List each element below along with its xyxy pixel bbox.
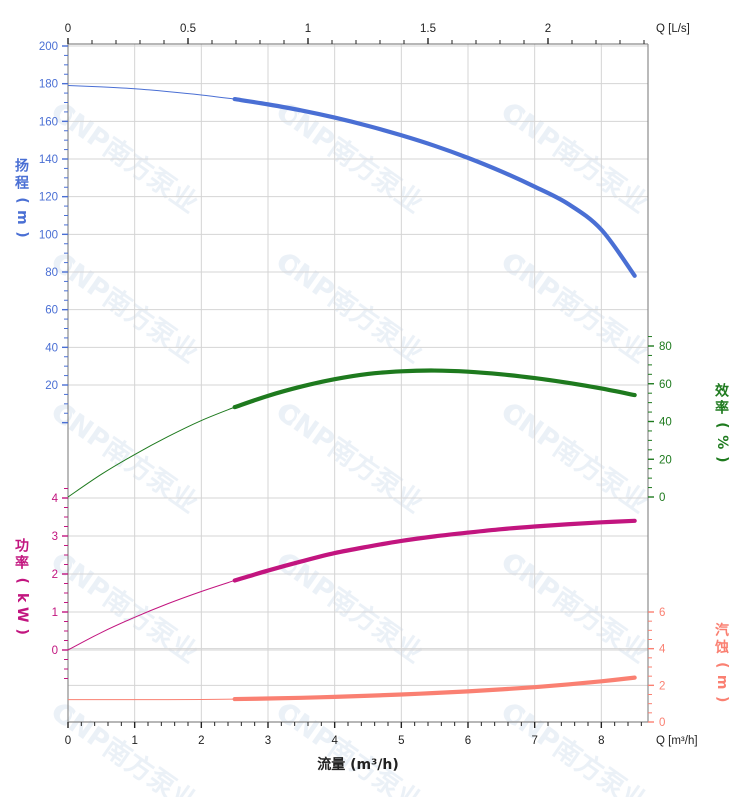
svg-text:60: 60: [45, 305, 58, 317]
svg-text:程: 程: [15, 175, 29, 191]
svg-text:80: 80: [659, 341, 672, 353]
svg-text:率: 率: [715, 399, 729, 416]
svg-text:100: 100: [39, 229, 58, 241]
svg-text:m: m: [714, 675, 730, 690]
svg-text:2: 2: [198, 735, 204, 747]
series-3: [68, 675, 637, 702]
svg-text:4: 4: [331, 735, 338, 747]
svg-text:(: (: [14, 577, 30, 583]
svg-text:2: 2: [52, 569, 58, 581]
svg-text:60: 60: [659, 379, 672, 391]
axes-layer: [67, 43, 649, 723]
series-0: [68, 85, 637, 278]
grid-layer: [67, 44, 648, 722]
svg-text:): ): [714, 456, 730, 462]
svg-text:): ): [714, 696, 730, 702]
svg-text:): ): [14, 628, 30, 634]
svg-text:): ): [14, 231, 30, 237]
series-2: [68, 518, 637, 651]
svg-text:140: 140: [39, 154, 58, 166]
svg-text:Q [m³/h]: Q [m³/h]: [656, 735, 698, 747]
svg-text:蚀: 蚀: [714, 639, 729, 656]
svg-text:0: 0: [659, 717, 665, 729]
svg-text:2: 2: [545, 23, 551, 35]
svg-text:W: W: [14, 607, 30, 622]
svg-text:40: 40: [659, 417, 672, 429]
labels-layer: 流量 (m³/h)Q [m³/h]Q [L/s]扬程(m)功率(kW)效率(%)…: [14, 23, 730, 773]
svg-text:率: 率: [15, 555, 29, 572]
svg-text:扬: 扬: [15, 157, 29, 174]
svg-text:4: 4: [659, 644, 666, 656]
svg-text:8: 8: [598, 735, 604, 747]
svg-text:1: 1: [131, 735, 137, 747]
svg-text:效: 效: [715, 382, 730, 399]
svg-text:(: (: [714, 662, 730, 668]
svg-text:m: m: [14, 210, 30, 225]
svg-text:功: 功: [15, 539, 29, 555]
svg-text:4: 4: [52, 493, 59, 505]
svg-text:200: 200: [39, 41, 58, 53]
svg-text:汽: 汽: [715, 622, 729, 639]
svg-text:80: 80: [45, 267, 58, 279]
series-1: [68, 368, 637, 498]
svg-text:40: 40: [45, 342, 58, 354]
svg-text:6: 6: [465, 735, 471, 747]
svg-text:1: 1: [52, 607, 58, 619]
svg-text:%: %: [714, 435, 730, 449]
curves-layer: [68, 85, 637, 702]
svg-text:k: k: [14, 593, 30, 603]
svg-text:0: 0: [65, 23, 71, 35]
svg-text:1: 1: [305, 23, 311, 35]
svg-text:7: 7: [531, 735, 537, 747]
svg-text:0: 0: [659, 492, 665, 504]
svg-text:0: 0: [52, 645, 58, 657]
svg-text:120: 120: [39, 192, 58, 204]
svg-text:(: (: [14, 197, 30, 203]
svg-text:Q [L/s]: Q [L/s]: [656, 23, 690, 35]
ticks-layer: 0 1 2 3 4 5 6 7 80 0.5 1 1.5 22040608010012014016018…: [39, 23, 672, 747]
svg-text:6: 6: [659, 607, 665, 619]
svg-text:160: 160: [39, 116, 58, 128]
svg-text:0: 0: [65, 735, 71, 747]
svg-text:20: 20: [45, 380, 58, 392]
svg-text:1.5: 1.5: [420, 23, 436, 35]
svg-text:5: 5: [398, 735, 404, 747]
svg-text:0.5: 0.5: [180, 23, 196, 35]
svg-text:(: (: [714, 422, 730, 428]
svg-text:2: 2: [659, 680, 665, 692]
svg-text:20: 20: [659, 454, 672, 466]
svg-text:流量 (m³/h): 流量 (m³/h): [317, 756, 398, 773]
svg-text:3: 3: [265, 735, 271, 747]
svg-text:180: 180: [39, 79, 58, 91]
svg-text:3: 3: [52, 531, 58, 543]
